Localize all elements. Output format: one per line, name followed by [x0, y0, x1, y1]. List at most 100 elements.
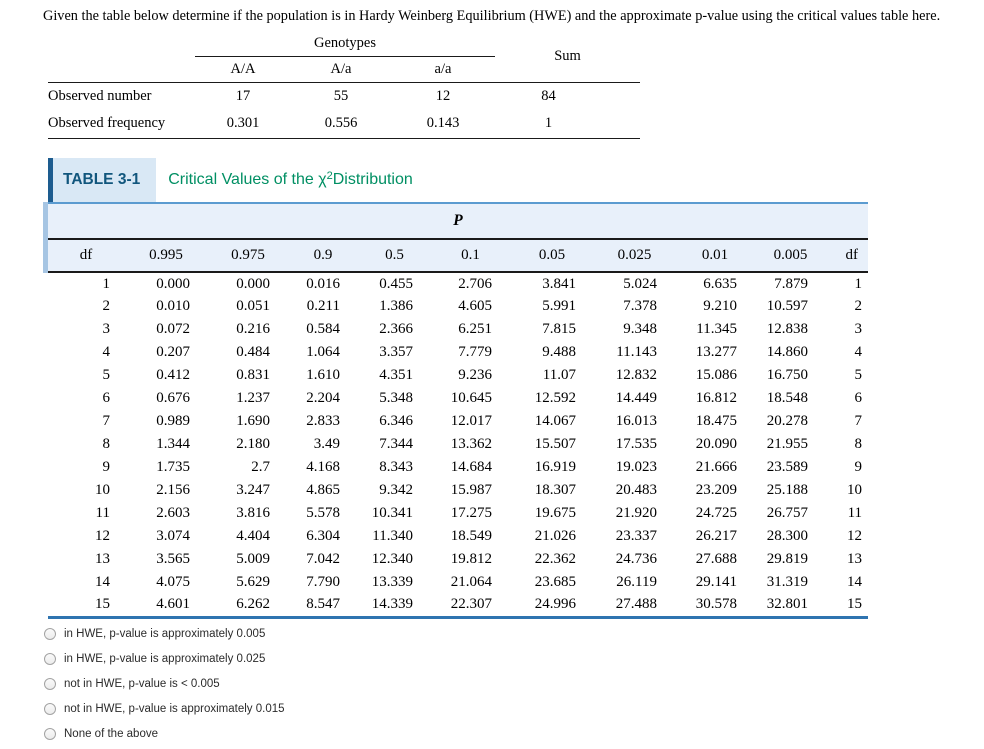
df-value: 9	[854, 459, 863, 475]
critical-value-cell: 0.010	[156, 298, 190, 314]
genotype-value-cell: 0.301	[195, 110, 291, 139]
answer-option[interactable]: not in HWE, p-value is approximately 0.0…	[44, 696, 285, 721]
critical-value-cell: 1.610	[306, 367, 340, 383]
answer-option-label: in HWE, p-value is approximately 0.005	[64, 627, 266, 640]
chi-square-critical-values-table: P df 0.995 0.975 0.9 0.5 0.1 0.05 0.025 0.01 0.00…	[48, 202, 869, 619]
critical-value-cell: 0.072	[156, 321, 190, 337]
critical-value-cell: 26.757	[766, 505, 808, 521]
critical-value-cell: 23.589	[766, 459, 808, 475]
critical-value-cell: 5.991	[542, 298, 576, 314]
critical-value-cell: 25.188	[766, 482, 808, 498]
df-value: 3	[102, 321, 111, 337]
critical-value-cell: 8.547	[306, 596, 340, 613]
genotype-value-cell: 12	[435, 87, 451, 104]
radio-icon[interactable]	[44, 702, 56, 715]
genotype-data-row: Observed number 17 55 12 84	[48, 82, 640, 110]
critical-value-cell: 3.357	[379, 344, 413, 360]
df-value: 4	[854, 344, 863, 360]
critical-value-cell: 9.348	[623, 321, 657, 337]
critical-value-cell: 12.832	[615, 367, 657, 383]
df-value: 8	[854, 436, 863, 452]
critical-value-cell: 7.879	[774, 275, 808, 292]
critical-value-cell: 0.000	[156, 275, 190, 292]
df-value: 15	[95, 596, 110, 613]
radio-icon[interactable]	[44, 652, 56, 665]
critical-value-cell: 2.603	[156, 505, 190, 521]
radio-icon[interactable]	[44, 677, 56, 690]
critical-value-cell: 0.455	[379, 275, 413, 292]
critical-value-cell: 0.051	[236, 298, 270, 314]
df-value: 13	[95, 551, 110, 567]
genotype-value-cell: 0.556	[291, 110, 391, 139]
df-column-header: df	[826, 239, 869, 273]
sum-column-header: Sum	[495, 32, 640, 83]
critical-value-cell: 2.180	[236, 436, 270, 452]
critical-value-cell: 10.341	[371, 505, 413, 521]
chi-table-row: 13 3.565 5.009 7.042 12.340 19.812 22.362 24.73…	[48, 548, 869, 571]
p-column-header: 0.995	[124, 239, 208, 273]
critical-value-cell: 24.725	[695, 505, 737, 521]
df-value: 1	[854, 275, 863, 292]
critical-value-cell: 15.086	[695, 367, 737, 383]
critical-value-cell: 22.307	[450, 596, 492, 613]
left-accent-bar-icon	[48, 158, 53, 202]
critical-value-cell: 7.378	[623, 298, 657, 314]
critical-value-cell: 0.676	[156, 390, 190, 406]
critical-value-cell: 21.026	[534, 528, 576, 544]
critical-value-cell: 19.023	[615, 459, 657, 475]
critical-value-cell: 27.488	[615, 596, 657, 613]
answer-option[interactable]: in HWE, p-value is approximately 0.025	[44, 646, 285, 671]
critical-value-cell: 5.578	[306, 505, 340, 521]
answer-option[interactable]: not in HWE, p-value is < 0.005	[44, 671, 285, 696]
genotype-value-cell: 55	[333, 87, 349, 104]
radio-icon[interactable]	[44, 627, 56, 640]
critical-value-cell: 2.7	[251, 459, 270, 475]
answer-options: in HWE, p-value is approximately 0.005 in…	[44, 621, 285, 746]
critical-value-cell: 0.216	[236, 321, 270, 337]
chi-table-row: 8 1.344 2.180 3.49 7.344 13.362 15.507 17.535 20…	[48, 433, 869, 456]
df-value: 7	[854, 413, 863, 429]
critical-value-cell: 4.601	[156, 596, 190, 613]
df-value: 5	[102, 367, 111, 383]
critical-value-cell: 3.074	[156, 528, 190, 544]
df-column-header: df	[48, 239, 124, 273]
df-value: 9	[102, 459, 111, 475]
critical-value-cell: 0.584	[306, 321, 340, 337]
critical-value-cell: 12.838	[766, 321, 808, 337]
df-value: 12	[95, 528, 110, 544]
genotype-row-label: Observed number	[48, 87, 152, 104]
critical-value-cell: 32.801	[766, 596, 808, 613]
critical-value-cell: 0.207	[156, 344, 190, 360]
critical-value-cell: 12.017	[450, 413, 492, 429]
critical-value-cell: 21.064	[450, 574, 492, 590]
question-text: Given the table below determine if the p…	[43, 8, 941, 24]
critical-value-cell: 7.815	[542, 321, 576, 337]
critical-value-cell: 21.955	[766, 436, 808, 452]
critical-value-cell: 11.345	[696, 321, 737, 337]
critical-value-cell: 5.024	[623, 275, 657, 292]
radio-icon[interactable]	[44, 727, 56, 740]
critical-value-cell: 4.404	[236, 528, 270, 544]
critical-value-cell: 12.592	[534, 390, 576, 406]
critical-value-cell: 29.819	[766, 551, 808, 567]
critical-value-cell: 2.366	[379, 321, 413, 337]
answer-option-label: None of the above	[64, 727, 158, 740]
p-column-header: 0.005	[755, 239, 826, 273]
critical-value-cell: 0.412	[156, 367, 190, 383]
answer-option[interactable]: None of the above	[44, 721, 285, 746]
critical-value-cell: 16.750	[766, 367, 808, 383]
critical-value-cell: 2.156	[156, 482, 190, 498]
df-value: 14	[95, 574, 110, 590]
genotype-column-header: A/a	[291, 56, 391, 83]
critical-value-cell: 9.236	[458, 367, 492, 383]
critical-value-cell: 16.919	[534, 459, 576, 475]
critical-value-cell: 26.217	[695, 528, 737, 544]
critical-value-cell: 4.351	[379, 367, 413, 383]
critical-value-cell: 30.578	[695, 596, 737, 613]
answer-option[interactable]: in HWE, p-value is approximately 0.005	[44, 621, 285, 646]
p-column-header: 0.9	[288, 239, 358, 273]
critical-value-cell: 19.675	[534, 505, 576, 521]
critical-value-cell: 31.319	[766, 574, 808, 590]
